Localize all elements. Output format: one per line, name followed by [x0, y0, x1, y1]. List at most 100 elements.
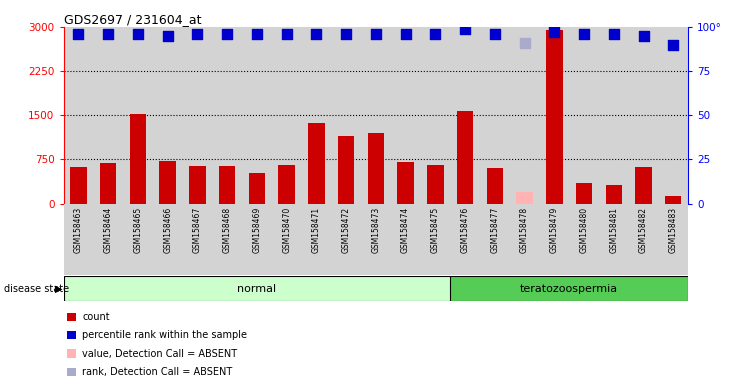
- Text: teratozoospermia: teratozoospermia: [520, 284, 619, 294]
- Bar: [450, 276, 688, 301]
- Text: GSM158479: GSM158479: [550, 207, 559, 253]
- Point: [340, 31, 352, 37]
- Point: [73, 31, 85, 37]
- Point: [310, 31, 322, 37]
- Bar: [301, 27, 331, 204]
- Text: GSM158473: GSM158473: [371, 207, 381, 253]
- Text: GSM158476: GSM158476: [461, 207, 470, 253]
- Point: [191, 31, 203, 37]
- Text: GSM158472: GSM158472: [342, 207, 351, 253]
- Point: [221, 31, 233, 37]
- Point: [637, 33, 649, 39]
- Bar: [516, 192, 533, 204]
- Bar: [480, 27, 509, 204]
- Bar: [665, 197, 681, 204]
- Bar: [272, 27, 301, 204]
- Bar: [390, 27, 420, 204]
- Text: rank, Detection Call = ABSENT: rank, Detection Call = ABSENT: [82, 367, 233, 377]
- Bar: [457, 111, 473, 204]
- Bar: [183, 27, 212, 204]
- Bar: [539, 204, 569, 275]
- Text: count: count: [82, 312, 110, 322]
- Bar: [420, 27, 450, 204]
- Text: value, Detection Call = ABSENT: value, Detection Call = ABSENT: [82, 349, 237, 359]
- Text: GSM158480: GSM158480: [580, 207, 589, 253]
- Text: GSM158481: GSM158481: [610, 207, 619, 253]
- Text: GSM158483: GSM158483: [669, 207, 678, 253]
- Bar: [123, 27, 153, 204]
- Bar: [242, 204, 272, 275]
- Bar: [361, 204, 390, 275]
- Bar: [338, 136, 355, 204]
- Bar: [361, 27, 390, 204]
- Bar: [331, 27, 361, 204]
- Bar: [569, 204, 599, 275]
- Bar: [599, 204, 628, 275]
- Point: [578, 31, 590, 37]
- Bar: [64, 204, 94, 275]
- Bar: [301, 204, 331, 275]
- Bar: [420, 204, 450, 275]
- Bar: [427, 165, 444, 204]
- Bar: [189, 166, 206, 204]
- Bar: [539, 27, 569, 204]
- Text: GSM158474: GSM158474: [401, 207, 410, 253]
- Bar: [450, 204, 480, 275]
- Bar: [635, 167, 652, 204]
- Point: [518, 40, 530, 46]
- Text: GSM158469: GSM158469: [252, 207, 261, 253]
- Point: [162, 33, 174, 39]
- Bar: [569, 27, 599, 204]
- Bar: [212, 27, 242, 204]
- Bar: [278, 165, 295, 204]
- Bar: [546, 30, 562, 204]
- Text: ▶: ▶: [55, 284, 62, 294]
- Point: [280, 31, 292, 37]
- Text: GSM158468: GSM158468: [223, 207, 232, 253]
- Text: GSM158475: GSM158475: [431, 207, 440, 253]
- Bar: [129, 114, 146, 204]
- Bar: [100, 164, 117, 204]
- Text: GDS2697 / 231604_at: GDS2697 / 231604_at: [64, 13, 201, 26]
- Bar: [219, 166, 236, 204]
- Bar: [212, 204, 242, 275]
- Bar: [153, 204, 183, 275]
- Point: [132, 31, 144, 37]
- Bar: [308, 123, 325, 204]
- Point: [429, 31, 441, 37]
- Bar: [331, 204, 361, 275]
- Bar: [599, 27, 628, 204]
- Text: GSM158465: GSM158465: [133, 207, 142, 253]
- Text: GSM158470: GSM158470: [282, 207, 291, 253]
- Bar: [123, 204, 153, 275]
- Text: disease state: disease state: [4, 284, 69, 294]
- Bar: [249, 173, 265, 204]
- Text: GSM158467: GSM158467: [193, 207, 202, 253]
- Bar: [153, 27, 183, 204]
- Bar: [159, 161, 176, 204]
- Point: [608, 31, 620, 37]
- Bar: [628, 27, 658, 204]
- Point: [251, 31, 263, 37]
- Text: GSM158478: GSM158478: [520, 207, 529, 253]
- Text: GSM158471: GSM158471: [312, 207, 321, 253]
- Bar: [658, 27, 688, 204]
- Point: [102, 31, 114, 37]
- Bar: [509, 27, 539, 204]
- Bar: [64, 276, 450, 301]
- Bar: [64, 27, 94, 204]
- Bar: [509, 204, 539, 275]
- Point: [548, 29, 560, 35]
- Point: [459, 26, 471, 32]
- Point: [667, 41, 679, 48]
- Bar: [272, 204, 301, 275]
- Bar: [70, 167, 87, 204]
- Text: GSM158464: GSM158464: [104, 207, 113, 253]
- Text: GSM158466: GSM158466: [163, 207, 172, 253]
- Bar: [390, 204, 420, 275]
- Bar: [183, 204, 212, 275]
- Bar: [480, 204, 509, 275]
- Bar: [242, 27, 272, 204]
- Bar: [397, 162, 414, 204]
- Bar: [487, 168, 503, 204]
